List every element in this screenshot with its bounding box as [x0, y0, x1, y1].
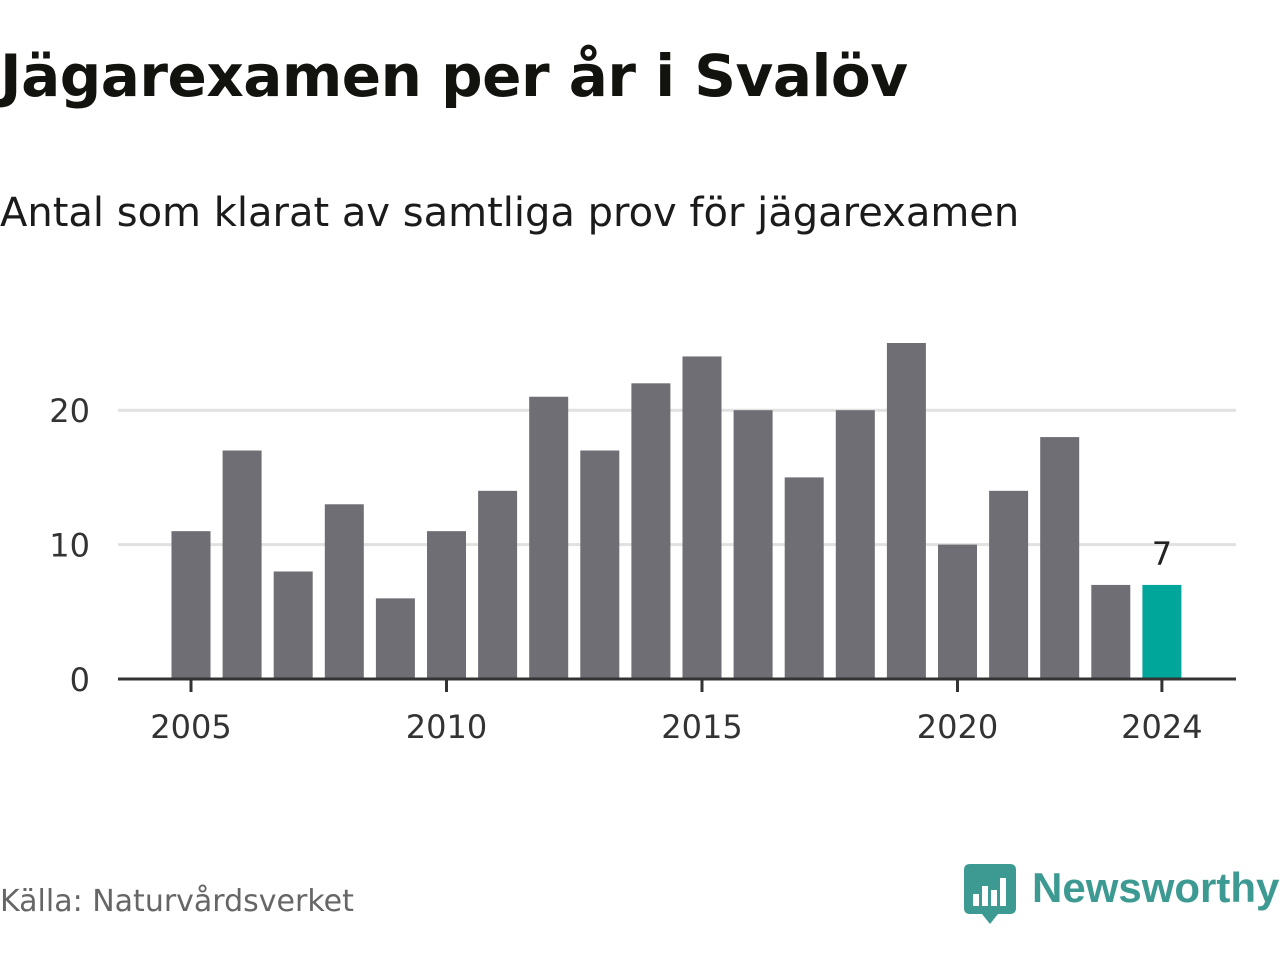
bar — [273, 571, 313, 679]
y-axis-ticks: 0 10 20 — [49, 392, 90, 699]
bar-chart-speech-bubble-icon — [964, 864, 1016, 924]
bar — [171, 531, 211, 679]
bar — [784, 477, 824, 679]
bar — [427, 531, 466, 679]
bar — [835, 410, 875, 679]
x-tick-label: 2005 — [150, 708, 231, 746]
bar — [324, 504, 364, 679]
brand-name: Newsworthy — [1032, 864, 1280, 911]
bar — [529, 396, 569, 679]
bar — [375, 598, 415, 679]
bar — [580, 450, 620, 679]
x-tick-label: 2020 — [917, 708, 998, 746]
y-tick-label: 20 — [49, 392, 90, 430]
x-tick-label: 2024 — [1121, 708, 1202, 746]
bars — [171, 343, 1182, 679]
x-tick-label: 2010 — [406, 708, 487, 746]
bar — [682, 356, 722, 679]
data-labels: 7 — [1152, 535, 1172, 573]
bar — [1040, 437, 1080, 679]
bar — [478, 490, 518, 679]
chart-subtitle: Antal som klarat av samtliga prov för jä… — [0, 190, 1020, 236]
bar — [1091, 584, 1131, 679]
y-tick-label: 10 — [49, 527, 90, 565]
bar — [222, 450, 262, 679]
x-axis-ticks: 2005 2010 2015 2020 2024 — [150, 679, 1203, 746]
x-tick-label: 2015 — [661, 708, 742, 746]
data-label: 7 — [1152, 535, 1172, 573]
y-tick-label: 0 — [70, 661, 90, 699]
bar — [631, 383, 671, 679]
bar — [938, 544, 977, 679]
brand: Newsworthy — [964, 864, 1279, 928]
source-note: Källa: Naturvårdsverket — [0, 884, 354, 919]
bar — [733, 410, 773, 679]
bar-highlight — [1142, 584, 1182, 679]
chart-title: Jägarexamen per år i Svalöv — [0, 42, 908, 110]
bar — [886, 343, 926, 679]
bar — [989, 490, 1029, 679]
